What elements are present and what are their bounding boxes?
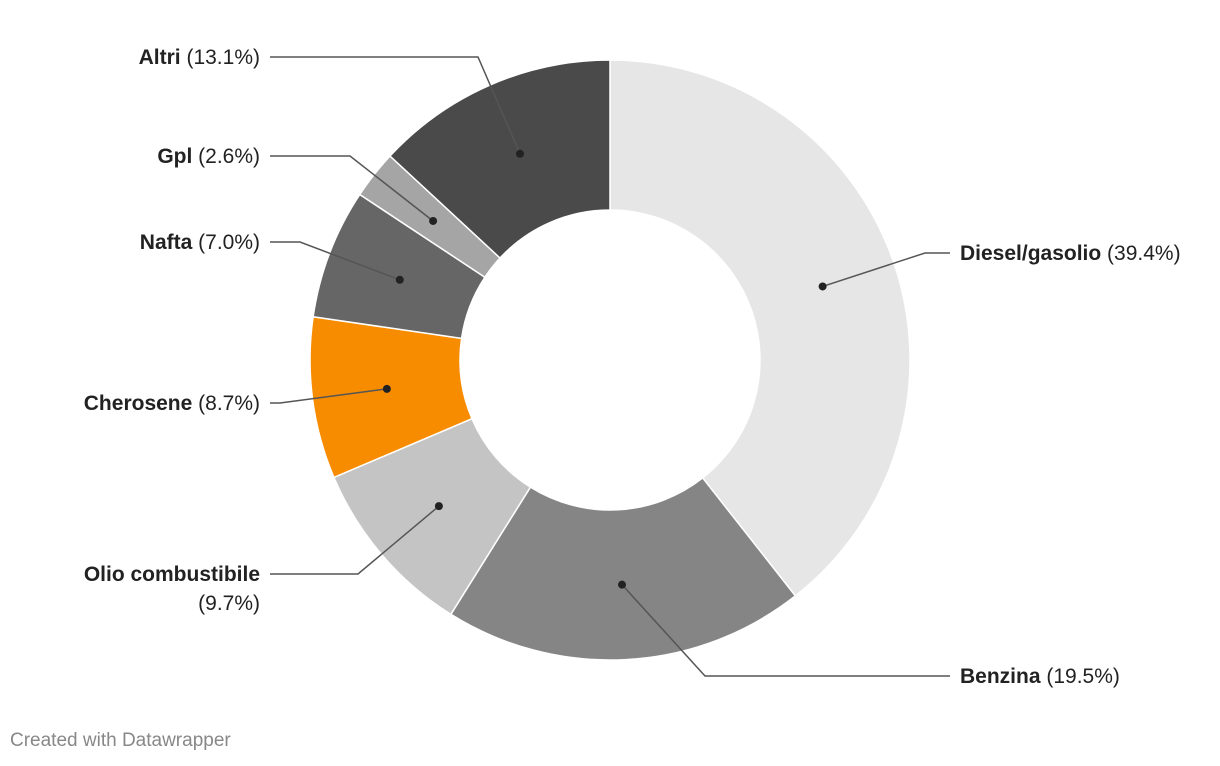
leader-dot-olio-combustibile (434, 502, 443, 511)
leader-line-altri (270, 56, 521, 155)
leader-line-cherosene (270, 388, 387, 404)
leader-lines (270, 56, 950, 677)
leader-line-olio-combustibile (270, 505, 440, 575)
donut-slices (309, 59, 911, 661)
label-diesel-gasolio: Diesel/gasolio (39.4%) (960, 242, 1181, 265)
leader-line-gpl (270, 155, 434, 222)
leader-dot-benzina (618, 580, 627, 589)
leader-dot-diesel-gasolio (818, 282, 827, 291)
slice-altri (388, 59, 611, 260)
label-benzina: Benzina (19.5%) (960, 665, 1120, 688)
slice-benzina (449, 476, 797, 661)
label-gpl: Gpl (2.6%) (157, 145, 260, 168)
label-name: Olio combustibile (84, 563, 260, 586)
label-name: Nafta (140, 231, 193, 254)
label-nafta: Nafta (7.0%) (140, 231, 260, 254)
label-percent: (8.7%) (192, 392, 260, 415)
label-percent: (7.0%) (192, 231, 260, 254)
slice-labels: Diesel/gasolio (39.4%) Benzina (19.5%) Oli… (84, 46, 1181, 688)
credit-text: Created with Datawrapper (10, 730, 231, 751)
label-percent: (19.5%) (1041, 665, 1120, 688)
slice-diesel-gasolio (609, 59, 911, 597)
leader-line-nafta (270, 241, 401, 281)
label-percent: (13.1%) (181, 46, 260, 69)
label-name: Benzina (960, 665, 1041, 688)
label-name: Diesel/gasolio (960, 242, 1101, 265)
label-name: Gpl (157, 145, 192, 168)
leader-dot-nafta (395, 275, 404, 284)
leader-line-benzina (621, 584, 950, 677)
leader-dot-cherosene (382, 384, 391, 393)
label-percent: (2.6%) (192, 145, 260, 168)
leader-line-diesel-gasolio (822, 252, 950, 288)
label-olio-combustibile: Olio combustibile (9.7%) (84, 563, 260, 615)
label-name: Altri (139, 46, 181, 69)
label-cherosene: Cherosene (8.7%) (84, 392, 260, 415)
leader-dot-gpl (429, 216, 438, 225)
label-name: Cherosene (84, 392, 193, 415)
label-percent: (39.4%) (1101, 242, 1180, 265)
label-altri: Altri (13.1%) (139, 46, 260, 69)
leader-dot-altri (515, 149, 524, 158)
label-percent: (9.7%) (198, 592, 260, 615)
